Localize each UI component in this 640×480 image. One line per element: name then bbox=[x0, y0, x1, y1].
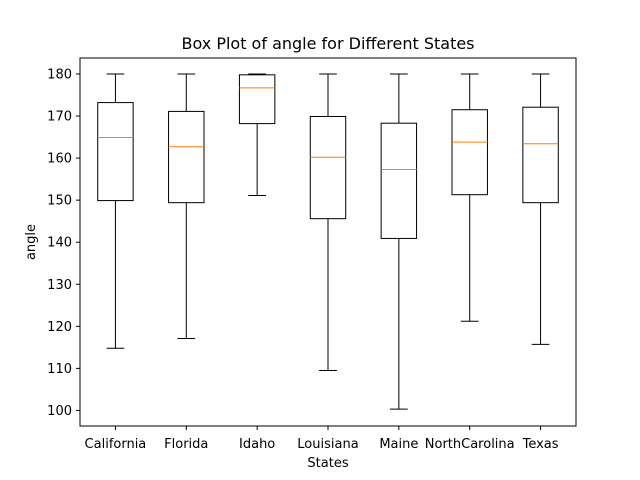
y-tick-label: 170 bbox=[47, 110, 72, 125]
x-tick-label: Louisiana bbox=[297, 437, 358, 452]
y-tick-label: 130 bbox=[47, 278, 72, 293]
x-tick-label: California bbox=[85, 437, 147, 452]
x-tick-label: Florida bbox=[164, 437, 208, 452]
x-tick-label: Maine bbox=[379, 437, 418, 452]
x-axis-label: States bbox=[307, 456, 348, 471]
box-iqr bbox=[238, 74, 276, 125]
y-tick-label: 100 bbox=[47, 404, 72, 419]
box-iqr bbox=[309, 115, 347, 220]
box-iqr bbox=[451, 109, 488, 196]
plot-area: 100 110 120 130 140 150 160 170 180 California Flo… bbox=[47, 67, 559, 452]
y-tick-label: 150 bbox=[47, 194, 72, 209]
box-iqr bbox=[97, 102, 134, 202]
x-tick-label: Idaho bbox=[239, 437, 275, 452]
y-axis-label: angle bbox=[24, 224, 39, 260]
y-tick-label: 160 bbox=[47, 152, 72, 167]
chart-title: Box Plot of angle for Different States bbox=[181, 34, 474, 53]
box-iqr bbox=[380, 122, 418, 239]
box-iqr bbox=[522, 106, 559, 204]
y-tick-label: 180 bbox=[47, 67, 72, 82]
y-tick-label: 120 bbox=[47, 320, 72, 335]
y-tick-label: 110 bbox=[47, 362, 72, 377]
x-tick-label: NorthCarolina bbox=[425, 437, 515, 452]
plot-frame bbox=[79, 57, 577, 427]
y-tick-label: 140 bbox=[47, 236, 72, 251]
x-tick-label: Texas bbox=[522, 437, 559, 452]
box-iqr bbox=[168, 110, 205, 204]
